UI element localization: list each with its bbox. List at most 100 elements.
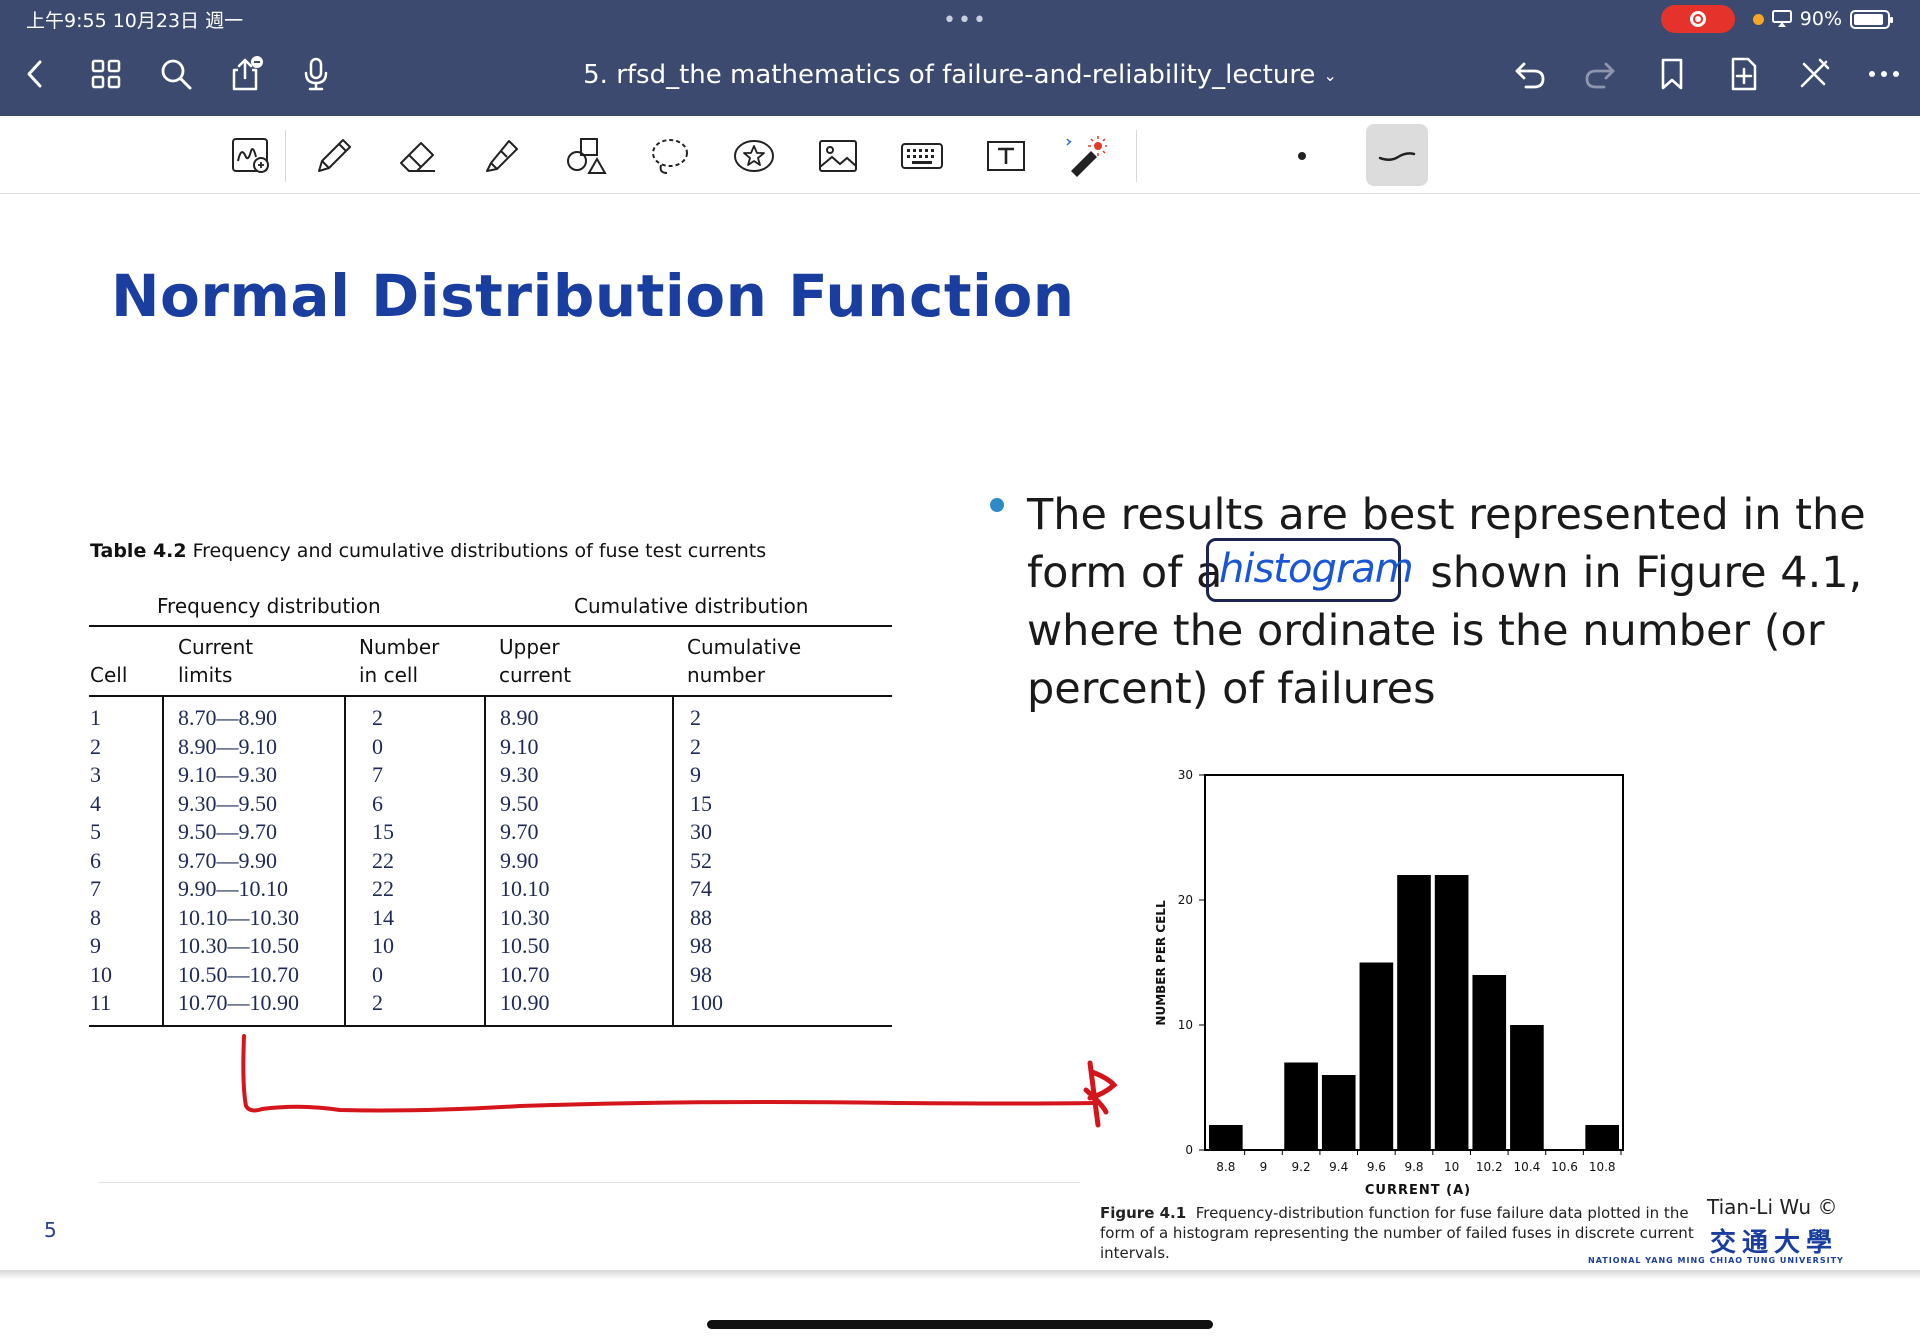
chevron-down-icon: ⌄ (1323, 66, 1337, 85)
x-tick-label: 10.2 (1476, 1160, 1503, 1174)
document-title-button[interactable]: 5. rfsd_the mathematics of failure-and-r… (0, 60, 1920, 90)
x-tick-label: 9 (1260, 1160, 1268, 1174)
table-cell-cell: 1 (90, 705, 101, 730)
more-options-icon[interactable] (1866, 56, 1902, 92)
app-top-bar: 上午9:55 10月23日 週一 ••• 90% 5. rfsd_the mat… (0, 0, 1920, 116)
x-tick-label: 9.8 (1404, 1160, 1423, 1174)
laser-pointer-tool-icon[interactable] (1058, 130, 1110, 182)
table-cell-limits: 9.50—9.70 (178, 819, 277, 844)
x-tick-label: 10 (1444, 1160, 1459, 1174)
sticker-tool-icon[interactable] (728, 130, 780, 182)
shapes-tool-icon[interactable] (560, 130, 612, 182)
table-cell-cumulative: 98 (690, 961, 712, 987)
x-tick-label: 9.6 (1367, 1160, 1386, 1174)
image-tool-icon[interactable] (812, 130, 864, 182)
screen-recording-icon[interactable] (1660, 5, 1735, 33)
table-cell-number: 10 (372, 933, 394, 958)
bullet-text: The results are best represented in the … (1027, 486, 1866, 718)
lasso-tool-icon[interactable] (644, 130, 696, 182)
status-time-date: 上午9:55 10月23日 週一 (26, 10, 244, 32)
author-credit: Tian-Li Wu © (1707, 1195, 1838, 1219)
pen-size-dot-icon[interactable] (1276, 130, 1328, 182)
table-cell-cumulative: 15 (690, 790, 712, 816)
x-tick-label: 9.4 (1329, 1160, 1348, 1174)
table-cell-number: 22 (372, 876, 394, 901)
search-icon[interactable] (158, 56, 194, 92)
back-chevron-icon[interactable] (18, 56, 54, 92)
bullet-line-2-pre: form of a (1027, 548, 1223, 598)
bookmark-icon[interactable] (1654, 56, 1690, 92)
share-icon[interactable] (228, 56, 264, 92)
col-header-upper-1: Upper (499, 635, 560, 659)
table-cell-upper: 10.30 (500, 904, 550, 930)
highlighter-tool-icon[interactable] (476, 130, 528, 182)
hide-toolbar-icon[interactable] (1796, 56, 1832, 92)
group-header-frequency: Frequency distribution (157, 594, 381, 618)
table-column-number: 2 0 7 6 15 22 22 14 10 0 2 (372, 704, 394, 1018)
screen-mirroring-icon (1771, 10, 1792, 27)
col-header-current-2: limits (178, 663, 233, 687)
table-divider (484, 696, 486, 1026)
x-tick-label: 9.2 (1292, 1160, 1311, 1174)
table-cell-cell: 10 (90, 961, 112, 987)
pen-tool-icon[interactable] (308, 130, 360, 182)
handwriting-zoom-tool-icon[interactable] (226, 130, 278, 182)
table-cell-number: 0 (372, 733, 383, 759)
annotation-toolbar (0, 116, 1920, 194)
stroke-style-selected-icon[interactable] (1366, 124, 1428, 186)
footer-divider (98, 1182, 1080, 1183)
table-cell-number: 22 (372, 847, 394, 873)
table-caption: Table 4.2 Frequency and cumulative distri… (90, 540, 766, 562)
table-cell-cell: 5 (90, 819, 101, 844)
thumbnails-grid-icon[interactable] (88, 56, 124, 92)
bullet-line-3: where the ordinate is the number (or (1027, 606, 1825, 656)
bullet-dot (990, 498, 1004, 512)
table-cell-upper: 10.70 (500, 961, 550, 987)
x-tick-label: 10.8 (1589, 1160, 1616, 1174)
y-tick-label: 0 (1185, 1143, 1193, 1157)
table-cell-upper: 9.30 (500, 762, 539, 787)
table-cell-limits: 8.90—9.10 (178, 733, 277, 759)
redo-icon[interactable] (1582, 56, 1618, 92)
table-cell-number: 2 (372, 705, 383, 730)
histogram-bar (1321, 1075, 1356, 1150)
undo-icon[interactable] (1512, 56, 1548, 92)
keyboard-tool-icon[interactable] (896, 130, 948, 182)
histogram-bar (1472, 975, 1507, 1150)
table-cell-number: 15 (372, 819, 394, 844)
table-cell-limits: 10.30—10.50 (178, 933, 299, 958)
slide-title: Normal Distribution Function (111, 262, 1075, 330)
handwritten-histogram-annotation[interactable]: histogram (1219, 546, 1414, 592)
table-caption-label: Table 4.2 (90, 540, 187, 562)
text-box-tool-icon[interactable] (980, 130, 1032, 182)
multitasking-dots-icon[interactable]: ••• (943, 8, 988, 33)
group-header-cumulative: Cumulative distribution (574, 594, 809, 618)
add-page-icon[interactable] (1726, 56, 1762, 92)
table-cell-limits: 9.90—10.10 (178, 876, 288, 901)
table-cell-cell: 8 (90, 904, 101, 930)
status-right-group: 90% (1660, 5, 1893, 33)
table-cell-limits: 8.70—8.90 (178, 705, 277, 730)
handwritten-box-annotation[interactable] (1206, 538, 1401, 602)
bullet-line-1: The results are best represented in the (1027, 490, 1866, 540)
table-cell-cell: 11 (90, 990, 112, 1015)
col-header-cumulative-2: number (687, 663, 766, 687)
eraser-tool-icon[interactable] (392, 130, 444, 182)
table-cell-upper: 8.90 (500, 705, 539, 730)
table-cell-limits: 9.30—9.50 (178, 790, 277, 816)
histogram-bar (1434, 875, 1469, 1150)
table-divider (672, 696, 674, 1026)
table-cell-limits: 9.10—9.30 (178, 762, 277, 787)
page-edge-shadow (0, 1270, 1920, 1280)
table-divider (162, 696, 164, 1026)
col-header-number-2: in cell (359, 663, 419, 687)
home-indicator[interactable] (707, 1320, 1213, 1329)
table-cell-cumulative: 100 (690, 990, 723, 1015)
table-cell-number: 2 (372, 990, 383, 1015)
table-cell-upper: 9.90 (500, 847, 539, 873)
table-column-cell: 1 2 3 4 5 6 7 8 9 10 11 (90, 704, 112, 1018)
histogram-chart: 0 10 20 30 8.8 9 9.2 9.4 9.6 9.8 10 10.2 10.4 10.6 10… (1154, 768, 1624, 1198)
microphone-icon[interactable] (298, 56, 334, 92)
table-cell-cumulative: 2 (690, 733, 701, 759)
y-tick-label: 10 (1178, 1018, 1193, 1032)
